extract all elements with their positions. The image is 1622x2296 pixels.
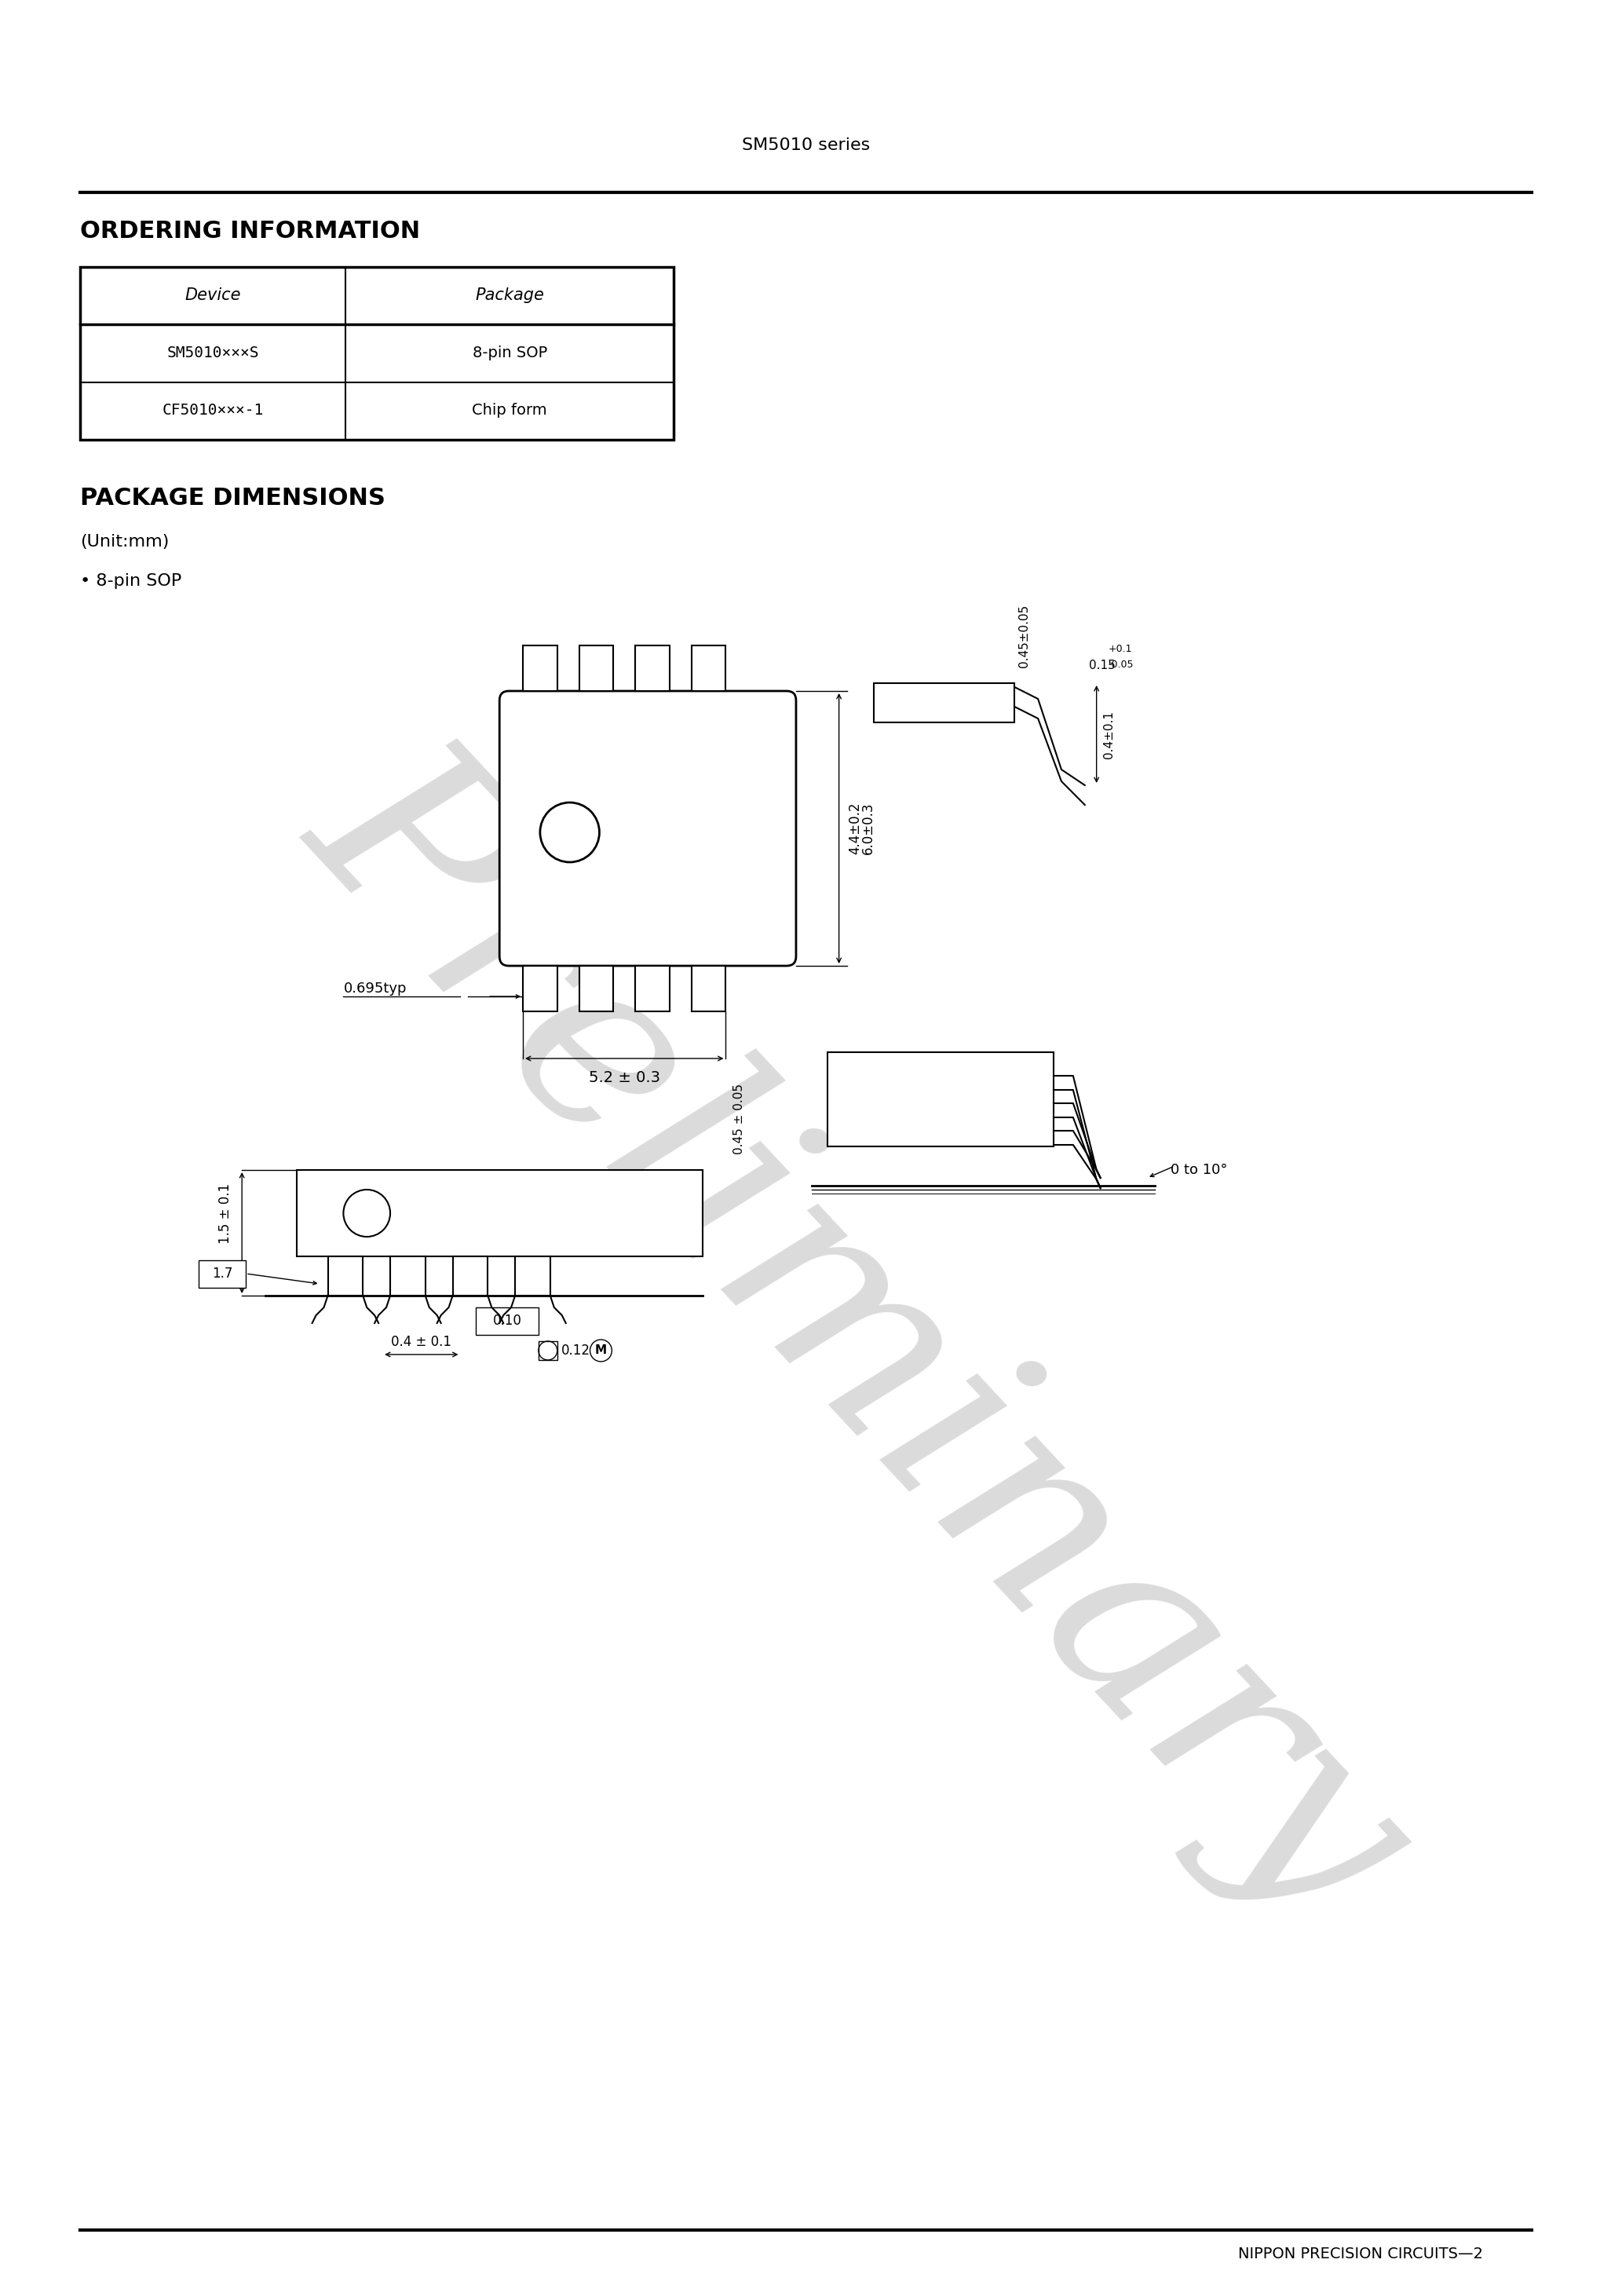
Text: 0.45 ± 0.05: 0.45 ± 0.05 (733, 1084, 746, 1155)
Bar (328, 1256, 363, 1295)
Bar (453, 1256, 488, 1295)
Text: (Unit:mm): (Unit:mm) (81, 535, 169, 549)
Text: • 8-pin SOP: • 8-pin SOP (81, 574, 182, 588)
Text: -0.05: -0.05 (1108, 659, 1134, 670)
Text: 0 to 10°: 0 to 10° (1171, 1162, 1228, 1178)
Bar (81, 266, 673, 441)
Text: Preliminary: Preliminary (261, 707, 1457, 1963)
Bar (579, 645, 613, 691)
Text: SM5010 series: SM5010 series (743, 138, 871, 154)
Text: 0.12: 0.12 (561, 1343, 590, 1357)
Text: +0.1: +0.1 (1108, 643, 1132, 654)
Text: Device: Device (185, 287, 242, 303)
Bar (636, 967, 670, 1010)
Text: ORDERING INFORMATION: ORDERING INFORMATION (81, 220, 420, 243)
Text: 4.4±0.2: 4.4±0.2 (848, 801, 863, 854)
Bar (477, 1306, 539, 1334)
Text: 0.4±0.1: 0.4±0.1 (1103, 709, 1114, 758)
FancyBboxPatch shape (500, 691, 796, 967)
Text: PACKAGE DIMENSIONS: PACKAGE DIMENSIONS (81, 487, 386, 510)
Text: Package: Package (475, 287, 543, 303)
Bar (200, 1261, 247, 1288)
Text: SM5010×××S: SM5010×××S (167, 344, 260, 360)
Circle shape (344, 1189, 391, 1238)
Text: 0.695typ: 0.695typ (344, 980, 407, 996)
Text: 0.45±0.05: 0.45±0.05 (1019, 604, 1030, 668)
Circle shape (540, 804, 600, 863)
Text: NIPPON PRECISION CIRCUITS—2: NIPPON PRECISION CIRCUITS—2 (1238, 2245, 1483, 2262)
Bar (297, 1171, 702, 1256)
Text: Chip form: Chip form (472, 404, 547, 418)
Text: 1.7: 1.7 (212, 1267, 234, 1281)
Text: 6.0±0.3: 6.0±0.3 (861, 801, 874, 854)
Bar (539, 1341, 558, 1359)
Bar (522, 967, 558, 1010)
Text: 0.4 ± 0.1: 0.4 ± 0.1 (391, 1334, 451, 1350)
Text: M: M (595, 1345, 607, 1357)
Bar (636, 645, 670, 691)
Circle shape (590, 1339, 611, 1362)
Text: 0.10: 0.10 (493, 1313, 522, 1327)
Text: CF5010×××-1: CF5010×××-1 (162, 404, 264, 418)
Bar (691, 645, 725, 691)
Bar (579, 967, 613, 1010)
Text: 5.2 ± 0.3: 5.2 ± 0.3 (589, 1070, 660, 1086)
Bar (516, 1256, 550, 1295)
Bar (522, 645, 558, 691)
Bar (691, 967, 725, 1010)
Bar (874, 684, 1015, 723)
Bar (827, 1052, 1054, 1146)
Bar (391, 1256, 425, 1295)
Text: 8-pin SOP: 8-pin SOP (472, 344, 547, 360)
Text: 0.15: 0.15 (1088, 659, 1116, 670)
Circle shape (539, 1341, 558, 1359)
Text: 1.5 ± 0.1: 1.5 ± 0.1 (219, 1182, 232, 1244)
